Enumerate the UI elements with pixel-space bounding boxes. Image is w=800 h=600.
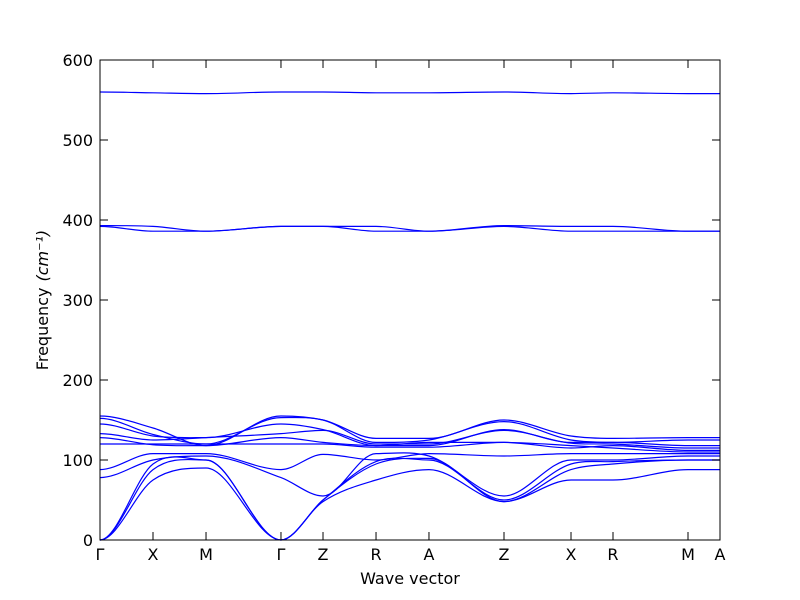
y-tick-label: 600 (62, 51, 93, 70)
x-axis-label: Wave vector (360, 569, 460, 588)
y-tick-label: 100 (62, 451, 93, 470)
kpoint-label: Z (318, 545, 329, 564)
y-tick-label: 400 (62, 211, 93, 230)
kpoint-label: R (370, 545, 381, 564)
kpoint-label: M (199, 545, 213, 564)
y-axis-label-text: Frequency (33, 288, 52, 371)
y-tick-label: 500 (62, 131, 93, 150)
y-tick-label: 200 (62, 371, 93, 390)
band-line (99, 225, 720, 232)
y-tick-label: 300 (62, 291, 93, 310)
kpoint-label: X (566, 545, 577, 564)
kpoint-label: R (607, 545, 618, 564)
band-line (99, 452, 720, 471)
band-line (99, 91, 720, 95)
kpoint-label: X (148, 545, 159, 564)
kpoint-label: Γ (277, 545, 286, 564)
kpoint-label: A (715, 545, 726, 564)
y-tick-label: 0 (83, 531, 93, 550)
y-axis-label: Frequency (cm⁻¹) (33, 230, 52, 370)
kpoint-label: Z (499, 545, 510, 564)
kpoint-label: M (681, 545, 695, 564)
kpoint-label: Γ (96, 545, 105, 564)
band-line (100, 441, 720, 453)
plot-frame (99, 59, 721, 541)
band-lines (99, 91, 720, 541)
band-line (99, 436, 720, 451)
band-line (99, 467, 720, 541)
y-axis-label-unit: (cm⁻¹) (33, 230, 52, 282)
y-axis-ticks: 0 100 200 300 400 500 600 (62, 51, 720, 550)
band-line (99, 457, 720, 541)
kpoint-label: A (423, 545, 434, 564)
band-line (99, 452, 720, 497)
